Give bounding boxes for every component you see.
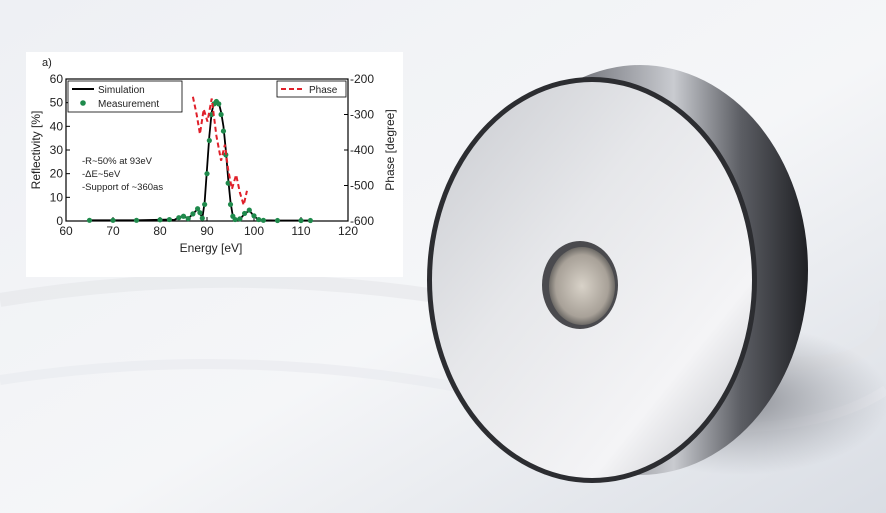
annotations: -R~50% at 93eV -ΔE~5eV -Support of ~360a… <box>82 156 163 193</box>
annotation-support: -Support of ~360as <box>82 182 163 193</box>
x-tick-label: 120 <box>338 224 358 238</box>
legend-phase-label: Phase <box>309 85 338 96</box>
measurement-point <box>260 217 266 223</box>
measurement-point <box>251 213 257 219</box>
y-left-tick-label: 60 <box>50 72 64 86</box>
measurement-point <box>204 171 210 177</box>
x-tick-label: 110 <box>291 224 310 238</box>
measurement-point <box>218 111 224 118</box>
panel-label: a) <box>42 57 52 69</box>
y-right-tick-label: -500 <box>350 179 374 193</box>
measurement-point <box>256 216 262 223</box>
measurement-point <box>298 217 304 224</box>
legend-left-box <box>67 80 183 113</box>
phase-line <box>191 96 248 209</box>
y-left-tick-label: 0 <box>56 214 63 228</box>
measurement-point <box>274 217 281 224</box>
measurement-point <box>157 217 163 223</box>
x-tick-label: 80 <box>153 224 167 238</box>
measurement-point <box>246 207 252 213</box>
measurement-point <box>133 217 140 223</box>
measurement-point <box>185 216 191 222</box>
measurement-point <box>202 201 208 208</box>
x-tick-label: 60 <box>59 224 73 238</box>
y-left-tick-label: 40 <box>50 119 64 133</box>
measurement-point <box>86 217 93 223</box>
y-right-tick-label: -200 <box>350 72 374 86</box>
measurement-point <box>195 206 201 212</box>
y-left-tick-label: 30 <box>50 143 64 157</box>
measurement-point <box>307 217 313 224</box>
measurement-point <box>190 211 196 217</box>
measurement-point <box>237 216 243 222</box>
y-right-tick-label: -600 <box>350 214 374 228</box>
x-axis-label: Energy [eV] <box>180 241 243 255</box>
measurement-point <box>199 215 205 221</box>
legend-measurement-label: Measurement <box>98 99 159 110</box>
y-left-tick-label: 20 <box>50 167 64 181</box>
measurement-point <box>232 216 238 223</box>
y-axis-label-left: Reflectivity [%] <box>29 111 43 190</box>
annotation-reflectivity: -R~50% at 93eV <box>82 156 153 167</box>
y-left-tick-label: 10 <box>50 190 64 204</box>
legend-measurement-swatch <box>80 100 86 106</box>
measurement-point <box>206 137 212 144</box>
reflectivity-chart: a) 60 70 80 90 100 110 120 0 10 20 30 40 50 60 -200 -… <box>29 57 397 255</box>
legend-right-box <box>276 80 347 98</box>
measurement-point <box>220 128 227 134</box>
measurement-point <box>216 101 222 107</box>
x-tick-label: 100 <box>244 224 264 238</box>
measurement-point <box>197 210 203 216</box>
x-tick-label: 90 <box>200 224 214 238</box>
measurement-point <box>110 217 116 223</box>
measurement-point <box>227 201 234 208</box>
y-right-tick-label: -300 <box>350 108 374 122</box>
measurement-point <box>176 215 182 221</box>
legend-left: Simulation Measurement <box>67 80 183 113</box>
measurement-point <box>166 216 172 223</box>
reflectivity-chart-panel: a) 60 70 80 90 100 110 120 0 10 20 30 40 50 60 -200 -… <box>26 52 403 277</box>
measurement-point <box>180 213 187 219</box>
measurement-point <box>225 180 231 186</box>
y-left-tick-label: 50 <box>50 96 64 110</box>
y-axis-label-right: Phase [degree] <box>383 109 397 190</box>
annotation-bandwidth: -ΔE~5eV <box>82 169 121 180</box>
legend-right: Phase <box>276 80 347 98</box>
x-tick-label: 70 <box>106 224 120 238</box>
measurement-point <box>242 210 248 217</box>
y-right-tick-label: -400 <box>350 143 374 157</box>
legend-simulation-label: Simulation <box>98 85 145 96</box>
